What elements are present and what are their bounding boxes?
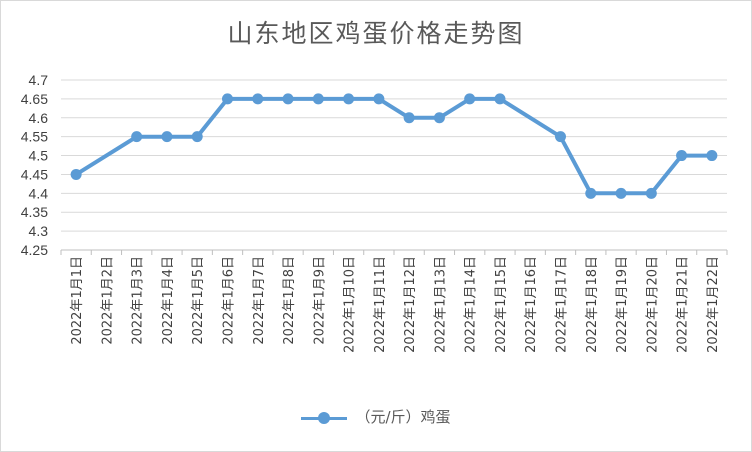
x-tick-label: 2022年1月13日 [433, 256, 448, 353]
y-tick-label: 4.5 [29, 148, 49, 164]
x-tick-label: 2022年1月16日 [524, 256, 539, 353]
x-tick-label: 2022年1月21日 [676, 256, 691, 353]
series-line [75, 96, 712, 196]
data-point [70, 168, 82, 180]
data-point [131, 131, 143, 143]
series-lines [75, 96, 712, 196]
y-tick-label: 4.6 [29, 110, 49, 126]
x-tick-label: 2022年1月15日 [494, 256, 509, 353]
x-tick-label: 2022年1月5日 [191, 256, 206, 345]
data-point [403, 112, 415, 124]
data-point [252, 93, 264, 105]
x-tick-label: 2022年1月12日 [403, 256, 418, 353]
data-point [161, 131, 173, 143]
x-tick-label: 2022年1月18日 [585, 256, 600, 353]
x-tick-label: 2022年1月11日 [373, 256, 388, 353]
data-point [282, 93, 294, 105]
data-point [433, 112, 445, 124]
x-tick-label: 2022年1月3日 [131, 256, 146, 345]
x-tick-label: 2022年1月4日 [161, 256, 176, 345]
chart-title: 山东地区鸡蛋价格走势图 [227, 19, 525, 48]
y-tick-label: 4.3 [29, 223, 49, 239]
y-tick-label: 4.55 [21, 129, 48, 145]
gridlines [61, 79, 727, 232]
x-tick-label: 2022年1月14日 [464, 256, 479, 353]
data-point [645, 187, 657, 199]
legend-label: （元/斤）鸡蛋 [355, 408, 451, 426]
data-point [555, 131, 566, 143]
data-point [464, 93, 476, 105]
y-axis-ticks: 4.7 4.65 4.6 4.55 4.5 4.45 4.4 4.35 4.3 4.25 [21, 72, 48, 258]
x-tick-label: 2022年1月19日 [615, 256, 630, 353]
x-tick-label: 2022年1月22日 [706, 256, 721, 353]
data-point [494, 93, 506, 105]
y-tick-label: 4.4 [29, 185, 49, 201]
legend: （元/斤）鸡蛋 [0, 406, 752, 427]
x-tick-label: 2022年1月1日 [70, 256, 85, 345]
series-points [70, 93, 718, 199]
x-tick-label: 2022年1月20日 [645, 256, 660, 353]
x-tick-label: 2022年1月10日 [343, 256, 358, 353]
x-tick-label: 2022年1月9日 [312, 256, 327, 345]
data-point [615, 187, 627, 199]
x-tick-label: 2022年1月6日 [222, 256, 237, 345]
y-tick-label: 4.25 [21, 242, 48, 258]
x-tick-label: 2022年1月2日 [100, 256, 115, 345]
data-point [585, 187, 597, 199]
data-point [676, 150, 688, 162]
y-tick-label: 4.45 [21, 166, 48, 182]
x-tick-label: 2022年1月7日 [252, 256, 267, 345]
data-point [222, 93, 233, 105]
data-point [191, 131, 203, 143]
y-tick-label: 4.35 [21, 204, 48, 220]
y-tick-label: 4.7 [29, 72, 49, 88]
x-tick-label: 2022年1月8日 [282, 256, 297, 345]
x-tick-label: 2022年1月17日 [555, 256, 570, 353]
legend-swatch [301, 411, 348, 425]
data-point [706, 150, 718, 162]
x-axis-ticks: 2022年1月1日 2022年1月2日 2022年1月3日 2022年1月4日 2022… [70, 256, 721, 353]
x-axis [60, 249, 728, 255]
data-point [343, 93, 355, 105]
y-tick-label: 4.65 [21, 91, 48, 107]
data-point [373, 93, 385, 105]
data-point [312, 93, 324, 105]
